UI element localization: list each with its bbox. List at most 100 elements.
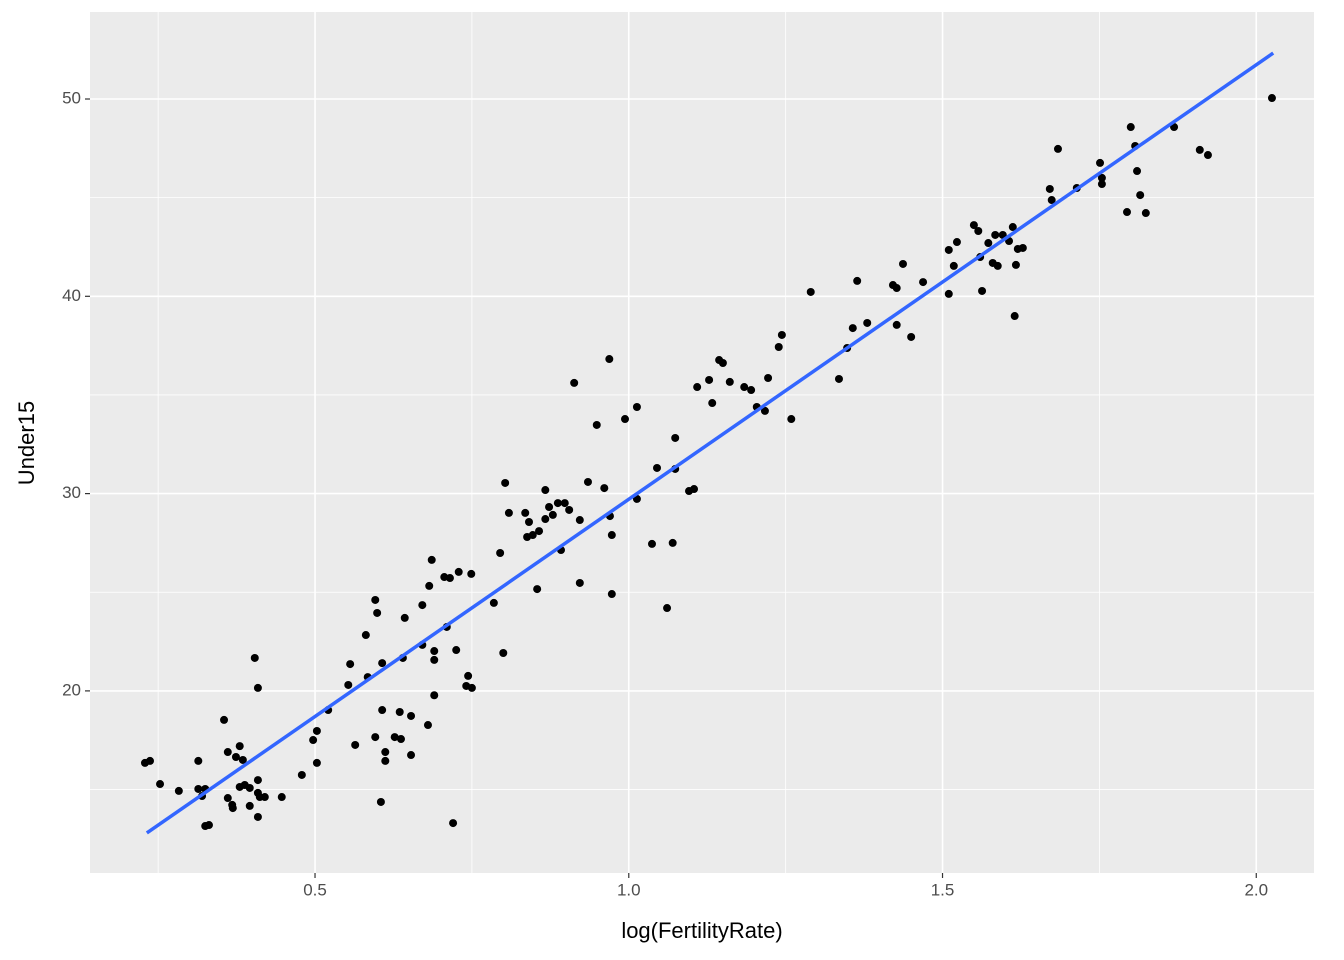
point [467,683,476,692]
point [253,776,262,785]
point [978,286,987,295]
point [496,548,505,557]
point [592,420,601,429]
point [993,261,1002,270]
point [693,383,702,392]
point [454,567,463,576]
point [467,569,476,578]
point [260,793,269,802]
y-tick-label: 20 [62,680,81,699]
point [528,531,537,540]
point [1136,191,1145,200]
point [1195,145,1204,154]
point [1267,94,1276,103]
point [346,660,355,669]
point [235,742,244,751]
point [430,647,439,656]
point [430,691,439,700]
point [919,278,928,287]
point [1097,173,1106,182]
point [777,330,786,339]
point [1047,196,1056,205]
point [204,821,213,830]
point [250,653,259,662]
point [309,736,318,745]
point [853,276,862,285]
point [378,659,387,668]
point [747,386,756,395]
trend-line [145,51,1275,835]
y-tick-label: 50 [62,88,81,107]
point [898,259,907,268]
point [984,239,993,248]
point [944,289,953,298]
point [381,756,390,765]
point [668,538,677,547]
point [390,733,399,742]
point [533,585,542,594]
point [521,508,530,517]
point [145,756,154,765]
point [607,531,616,540]
point [647,539,656,548]
point [834,374,843,383]
point [174,786,183,795]
point [449,819,458,828]
point [1011,260,1020,269]
point [220,715,229,724]
point [653,463,662,472]
point [974,226,983,235]
point [907,332,916,341]
x-tick-label: 1.0 [617,880,641,899]
point [548,510,557,519]
point [425,581,434,590]
x-tick-label: 1.5 [931,880,955,899]
point [396,735,405,744]
x-axis-title: log(FertilityRate) [621,918,782,943]
point [489,598,498,607]
point [541,486,550,495]
point [541,515,550,524]
y-tick-label: 30 [62,483,81,502]
point [760,406,769,415]
y-axis-title: Under15 [14,401,39,485]
point [806,287,815,296]
point [892,284,901,293]
point [430,655,439,664]
point [605,355,614,364]
point [407,711,416,720]
point [223,748,232,757]
point [1018,243,1027,252]
point [223,794,232,803]
point [312,758,321,767]
point [708,399,717,408]
point [740,383,749,392]
point [228,804,237,813]
point [705,375,714,384]
point [952,238,961,247]
point [787,415,796,424]
point [373,608,382,617]
point [194,756,203,765]
point [238,755,247,764]
point [892,320,901,329]
point [583,477,592,486]
point [863,318,872,327]
point [991,230,1000,239]
point [418,601,427,610]
point [378,706,387,715]
point [504,508,513,517]
point [371,595,380,604]
point [535,527,544,536]
point [560,499,569,508]
point [944,245,953,254]
point [351,740,360,749]
point [1008,223,1017,232]
point [376,797,385,806]
point [194,784,203,793]
point [764,373,773,382]
point [524,518,533,527]
x-tick-label: 0.5 [303,880,327,899]
point [371,733,380,742]
